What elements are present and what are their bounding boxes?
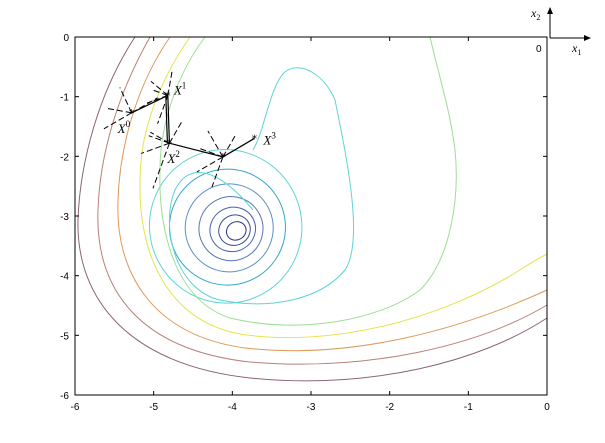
search-direction-line [211, 156, 224, 188]
y-tick-label: 0 [63, 33, 69, 44]
search-direction-line [119, 87, 133, 113]
point-marker: * [167, 137, 173, 150]
contour-ring [148, 149, 303, 304]
inset-x-label: x1 [571, 41, 581, 57]
x-tick-label: 0 [544, 402, 550, 413]
search-direction-line [148, 135, 170, 144]
x-tick-label: -4 [228, 402, 237, 413]
point-label: X2 [166, 149, 179, 166]
plot-area-frame [74, 36, 548, 396]
inset-y-label: x2 [530, 6, 540, 22]
search-direction-line [167, 71, 173, 96]
point-marker: * [252, 132, 258, 145]
inset-y-arrow [547, 7, 553, 14]
search-direction-line [168, 122, 182, 144]
contour-curve [159, 36, 457, 326]
contour-curve [117, 36, 548, 352]
y-tick-label: -2 [60, 152, 69, 163]
contour-ring [225, 221, 247, 241]
point-label: X0 [117, 119, 131, 136]
path-segment [169, 142, 224, 158]
search-direction-line [150, 80, 169, 96]
axis-ticks [74, 36, 548, 396]
x-tick-label: -1 [464, 402, 473, 413]
y-tick-label: -3 [60, 212, 69, 223]
inset-axes: 0 x1 x2 [530, 6, 591, 57]
iteration-markers: * * * * * [129, 89, 258, 163]
path-segment [222, 137, 255, 158]
contour-ring [184, 183, 274, 273]
y-tick-label: -1 [60, 93, 69, 104]
search-direction-line [196, 156, 224, 173]
contour-ring [168, 168, 286, 286]
x-tick-label: -6 [71, 402, 80, 413]
contour-curve [139, 36, 548, 339]
point-marker: * [165, 89, 171, 102]
search-direction-line [152, 143, 170, 189]
point-marker: * [129, 107, 135, 120]
iteration-path [131, 94, 255, 158]
y-tick-labels: 0 -1 -2 -3 -4 -5 -6 [60, 33, 69, 402]
point-label: X1 [173, 80, 186, 97]
y-tick-label: -6 [60, 391, 69, 402]
x-tick-label: -5 [149, 402, 158, 413]
point-marker: * [220, 151, 226, 164]
inset-x-arrow [584, 35, 591, 41]
path-segment [165, 95, 168, 144]
search-direction-line [103, 112, 132, 130]
contour-curve [97, 36, 548, 365]
path-segment [131, 94, 169, 114]
y-tick-label: -5 [60, 331, 69, 342]
contour-ring [218, 214, 251, 246]
search-direction-line [207, 130, 224, 158]
x-tick-labels: -6 -5 -4 -3 -2 -1 0 [71, 402, 551, 413]
search-direction-line [107, 108, 132, 114]
x-tick-label: -3 [307, 402, 316, 413]
contour-curve [168, 67, 355, 305]
path-segment [167, 95, 170, 144]
contour-curve [77, 36, 548, 382]
contour-ring [209, 206, 257, 253]
inset-origin-label: 0 [536, 44, 542, 55]
search-direction-line [222, 134, 237, 158]
x-tick-label: -2 [385, 402, 394, 413]
point-label: X3 [262, 130, 276, 147]
search-direction-line [150, 88, 168, 96]
contour-lines [77, 36, 548, 382]
search-direction-line [141, 142, 170, 154]
search-direction-line [150, 131, 170, 144]
contour-ring [198, 196, 264, 262]
y-tick-label: -4 [60, 272, 69, 283]
